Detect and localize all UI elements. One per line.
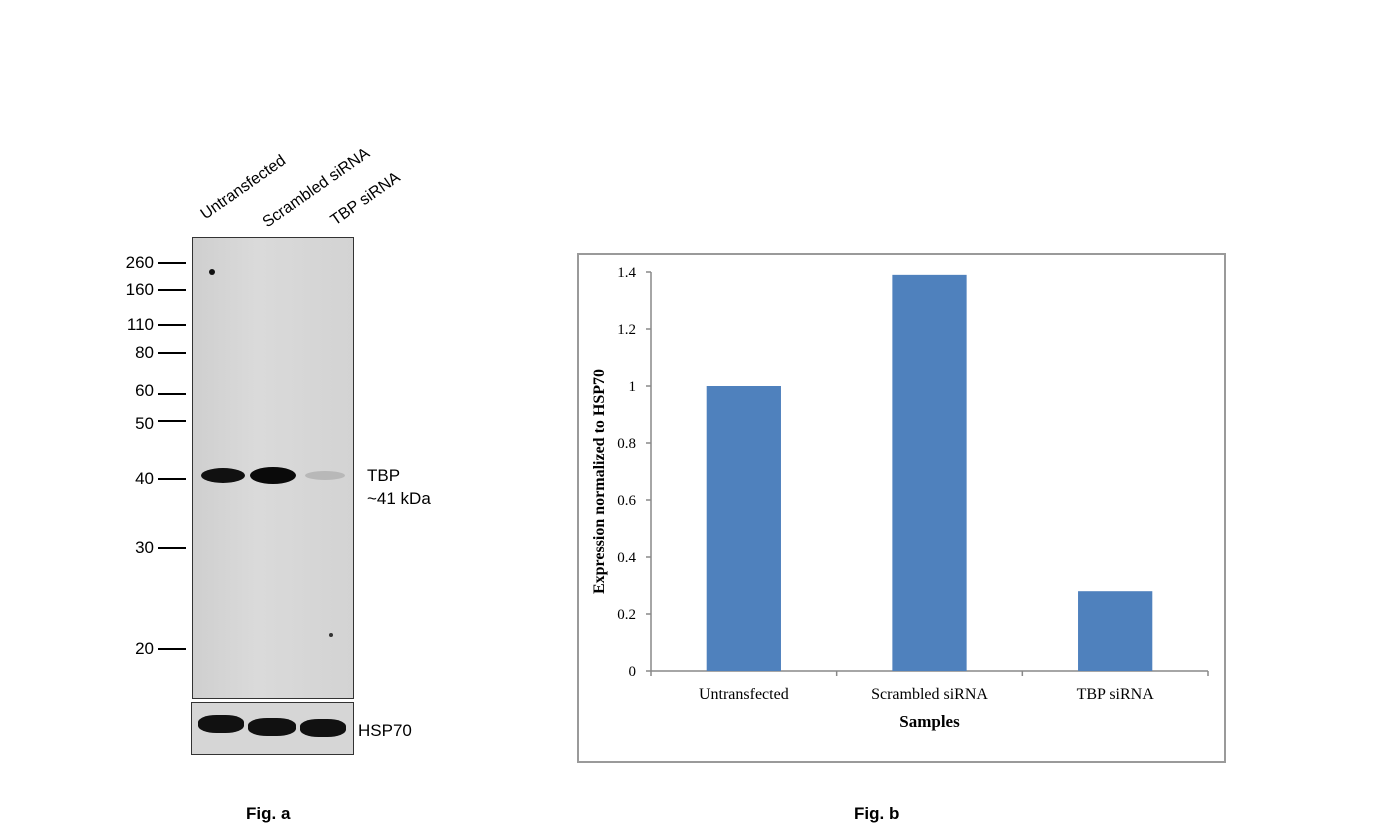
y-tick-label: 1.2 <box>617 322 636 338</box>
mw-marker-60: 60 <box>135 381 154 400</box>
mw-tick-260 <box>158 262 186 264</box>
tbp-band-scrambled-sirna <box>250 467 296 484</box>
mw-marker-40: 40 <box>135 469 154 488</box>
x-tick-label: Scrambled siRNA <box>871 686 988 703</box>
bar-untransfected <box>706 386 781 671</box>
y-axis-title: Expression normalized to HSP70 <box>591 369 608 594</box>
mw-tick-80 <box>158 352 186 354</box>
hsp70-band-untransfected <box>198 715 244 733</box>
speck <box>209 269 215 275</box>
band-label-tbp: TBP <box>367 466 401 485</box>
mw-tick-50 <box>158 420 186 422</box>
y-tick-label: 0.6 <box>617 493 636 509</box>
y-tick-label: 0.4 <box>617 550 636 566</box>
y-tick-label: 0.2 <box>617 607 636 623</box>
bar-tbp-sirna <box>1078 591 1153 671</box>
band-label-kda: ~41 kDa <box>367 489 431 508</box>
hsp70-blot-image <box>191 702 354 755</box>
mw-marker-50: 50 <box>135 414 154 433</box>
mw-tick-40 <box>158 478 186 480</box>
mw-tick-30 <box>158 547 186 549</box>
y-tick-label: 0 <box>629 664 637 680</box>
x-tick-label: Untransfected <box>699 686 789 703</box>
y-tick-label: 0.8 <box>617 436 636 452</box>
mw-marker-80: 80 <box>135 343 154 362</box>
mw-marker-260: 260 <box>125 253 154 272</box>
y-tick-label: 1.4 <box>617 265 636 281</box>
speck <box>329 633 333 637</box>
mw-tick-160 <box>158 289 186 291</box>
mw-tick-60 <box>158 393 186 395</box>
tbp-blot-image <box>192 237 354 699</box>
x-axis-title: Samples <box>899 712 960 731</box>
tbp-band-untransfected <box>201 468 245 483</box>
fig-a-caption: Fig. a <box>246 804 291 823</box>
chart-frame <box>577 253 1226 763</box>
hsp70-band-tbp-sirna <box>300 719 346 737</box>
fig-b-caption: Fig. b <box>854 804 900 823</box>
mw-tick-20 <box>158 648 186 650</box>
mw-marker-110: 110 <box>126 315 154 334</box>
mw-marker-20: 20 <box>135 639 154 658</box>
bar-scrambled-sirna <box>892 274 967 671</box>
mw-marker-160: 160 <box>125 280 154 299</box>
hsp70-band-scrambled-sirna <box>248 718 296 736</box>
y-tick-label: 1 <box>629 379 637 395</box>
tbp-band-tbp-sirna <box>305 471 345 480</box>
mw-marker-30: 30 <box>135 538 154 557</box>
x-tick-label: TBP siRNA <box>1077 686 1155 703</box>
mw-tick-110 <box>158 324 186 326</box>
loading-control-label: HSP70 <box>358 721 412 740</box>
